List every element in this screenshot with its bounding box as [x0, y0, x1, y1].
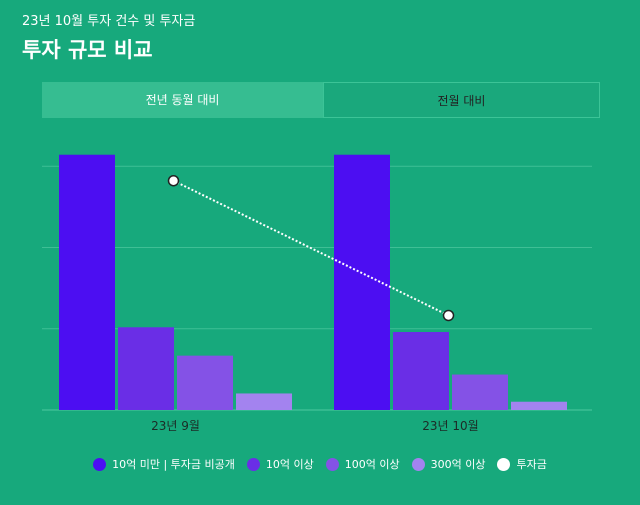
legend-swatch	[411, 457, 425, 471]
legend-swatch	[93, 457, 107, 471]
tab-year-over-year[interactable]: 전년 동월 대비	[42, 82, 323, 118]
investment-point-1	[167, 174, 180, 187]
legend-label: 100억 이상	[344, 458, 400, 471]
tab-month-over-month[interactable]: 전월 대비	[323, 82, 600, 118]
investment-line	[173, 179, 449, 317]
legend-label: 10억 미만 | 투자금 비공개	[112, 458, 235, 471]
bar-2-1	[334, 154, 390, 410]
legend-swatch	[497, 457, 511, 471]
bar-1-3	[177, 355, 233, 410]
legend-item: 투자금	[497, 456, 547, 472]
chart-subtitle: 23년 10월 투자 건수 및 투자금	[22, 14, 196, 29]
bar-2-3	[452, 374, 508, 410]
x-tick-label: 23년 9월	[151, 419, 200, 433]
legend-label: 300억 이상	[430, 458, 486, 471]
legend-swatch	[246, 457, 260, 471]
investment-point-2	[442, 309, 455, 322]
legend-item: 300억 이상	[411, 456, 486, 472]
x-tick-label: 23년 10월	[422, 419, 478, 433]
legend-swatch	[325, 457, 339, 471]
legend-label: 10억 이상	[265, 458, 314, 471]
bar-2-4	[511, 401, 567, 410]
bar-chart: 23년 9월 23년 10월	[42, 154, 592, 433]
chart-title: 투자 규모 비교	[22, 38, 153, 62]
bar-1-4	[236, 393, 292, 410]
bar-2-2	[393, 332, 449, 410]
legend-item: 10억 미만 | 투자금 비공개	[93, 456, 235, 472]
bar-1-1	[59, 154, 115, 410]
comparison-tabs: 전년 동월 대비 전월 대비	[42, 82, 600, 118]
bar-1-2	[118, 327, 174, 410]
legend-item: 10억 이상	[246, 456, 314, 472]
legend-label: 투자금	[516, 458, 547, 471]
chart-legend: 10억 미만 | 투자금 비공개 10억 이상 100억 이상 300억 이상 투자금	[0, 456, 640, 472]
legend-item: 100억 이상	[325, 456, 400, 472]
